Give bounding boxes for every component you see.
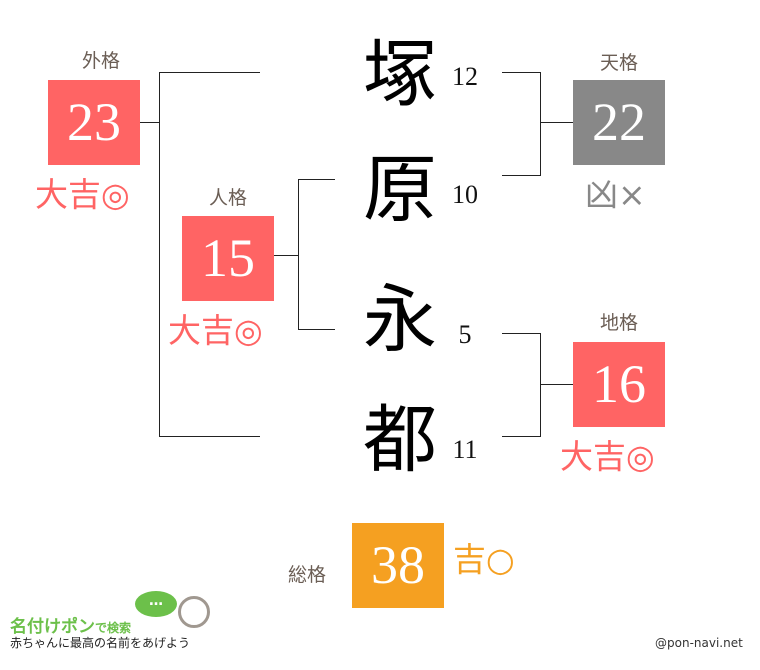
connector-line xyxy=(298,179,335,180)
gaikaku-label: 外格 xyxy=(81,50,120,72)
connector-line xyxy=(274,255,298,256)
connector-line xyxy=(159,72,260,73)
stroke-count: 10 xyxy=(452,180,478,209)
stroke-count: 12 xyxy=(452,62,478,91)
connector-line xyxy=(140,122,159,123)
connector-line xyxy=(540,384,573,385)
connector-line xyxy=(502,72,540,73)
name-char: 原 xyxy=(363,147,437,233)
connector-line xyxy=(540,333,541,437)
speech-bubble-icon: … xyxy=(135,591,177,617)
jinkaku-label: 人格 xyxy=(208,187,247,209)
logo-tagline: 赤ちゃんに最高の名前をあげよう xyxy=(10,636,191,650)
connector-line xyxy=(159,72,160,437)
connector-line xyxy=(502,436,540,437)
name-char: 都 xyxy=(363,397,437,483)
connector-line xyxy=(502,333,540,334)
connector-line xyxy=(298,179,299,330)
connector-line xyxy=(540,72,541,176)
stroke-count: 11 xyxy=(452,435,478,464)
gaikaku-fortune: 大吉◎ xyxy=(35,175,130,214)
soukaku-value: 38 xyxy=(352,523,444,608)
tenkaku-value: 22 xyxy=(573,80,665,165)
site-logo[interactable]: … 名付けポンで検索 赤ちゃんに最高の名前をあげよう xyxy=(8,588,223,658)
chikaku-label: 地格 xyxy=(599,312,638,334)
connector-line xyxy=(502,175,540,176)
stroke-count: 5 xyxy=(458,320,472,349)
tenkaku-label: 天格 xyxy=(599,52,638,74)
gaikaku-value: 23 xyxy=(48,80,140,165)
logo-suffix: で検索 xyxy=(95,621,132,635)
soukaku-fortune: 吉○ xyxy=(453,540,515,579)
connector-line xyxy=(298,329,335,330)
logo-title: 名付けポン xyxy=(10,617,95,637)
jinkaku-fortune: 大吉◎ xyxy=(168,311,263,350)
chikaku-value: 16 xyxy=(573,342,665,427)
site-credit: @pon-navi.net xyxy=(655,636,743,650)
soukaku-label: 総格 xyxy=(288,564,327,586)
connector-line xyxy=(159,436,260,437)
chikaku-fortune: 大吉◎ xyxy=(560,437,655,476)
connector-line xyxy=(540,122,573,123)
jinkaku-value: 15 xyxy=(182,216,274,301)
tenkaku-fortune: 凶× xyxy=(585,175,646,214)
name-char: 塚 xyxy=(363,32,437,118)
baby-face-icon xyxy=(178,596,210,628)
name-char: 永 xyxy=(363,277,437,363)
